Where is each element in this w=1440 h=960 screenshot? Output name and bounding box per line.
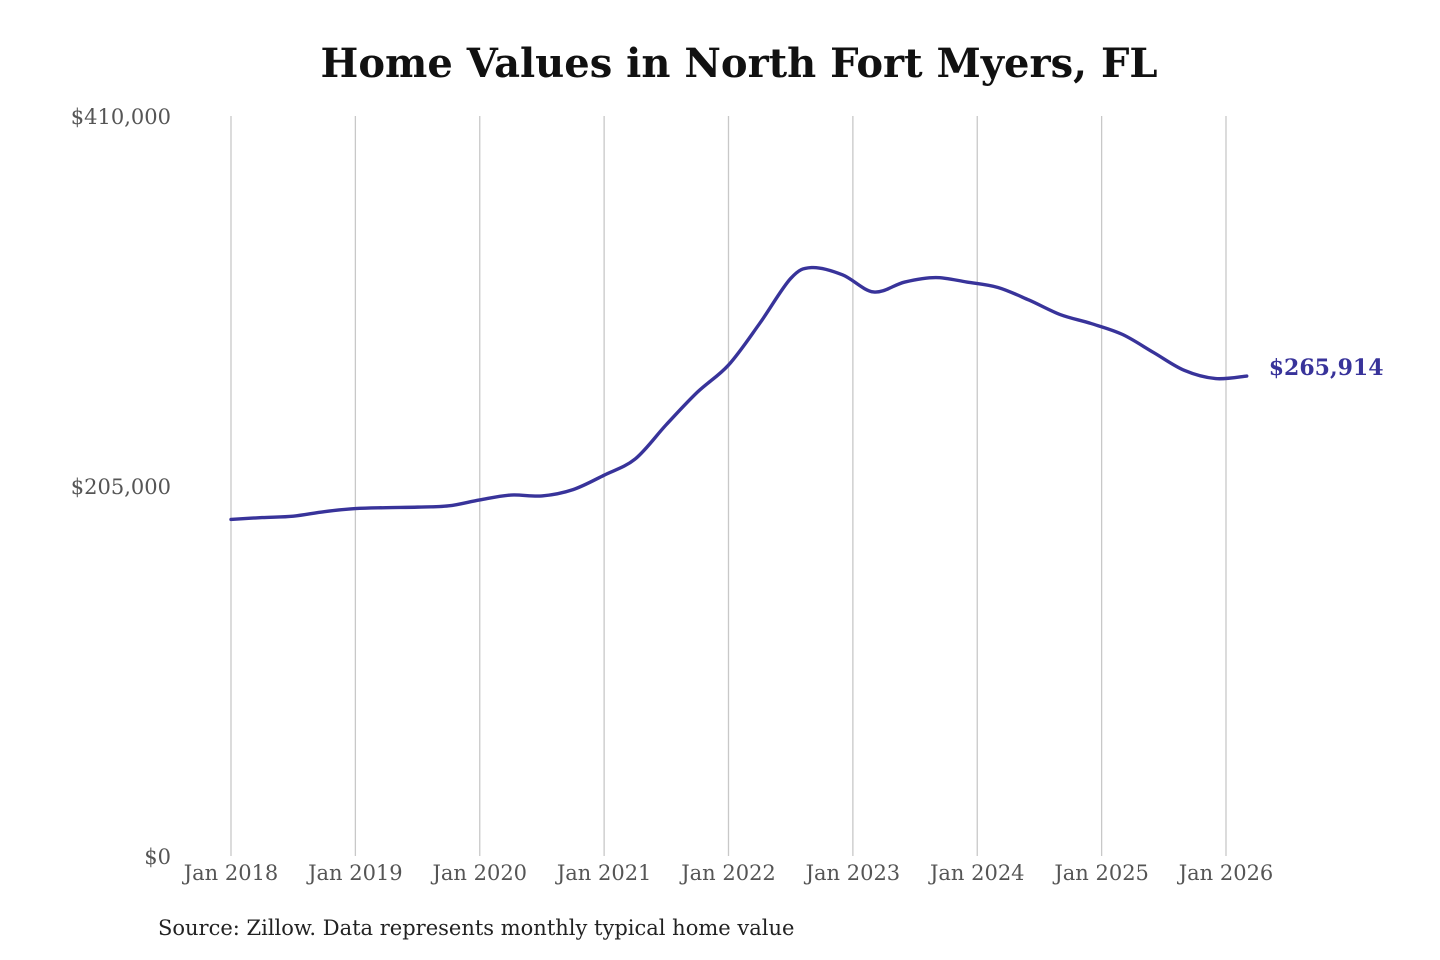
y-tick-label: $0 <box>144 845 171 869</box>
chart-title: Home Values in North Fort Myers, FL <box>320 40 1158 87</box>
y-tick-label: $410,000 <box>71 105 171 129</box>
x-tick-label: Jan 2023 <box>804 861 901 885</box>
x-tick-label: Jan 2020 <box>430 861 527 885</box>
x-axis-labels: Jan 2018 Jan 2019 Jan 2020 Jan 2021 Jan 2022… <box>182 861 1274 885</box>
source-note: Source: Zillow. Data represents monthly … <box>158 916 795 940</box>
x-tick-label: Jan 2019 <box>306 861 403 885</box>
annotations: $265,914 <box>1269 355 1384 381</box>
x-tick-label: Jan 2021 <box>555 861 652 885</box>
grid-lines <box>230 116 1227 856</box>
x-tick-label: Jan 2024 <box>928 861 1025 885</box>
x-tick-label: Jan 2018 <box>182 861 279 885</box>
series-layer <box>229 265 1249 522</box>
y-axis-labels: $0 $205,000 $410,000 <box>71 105 171 869</box>
series-line-0 <box>229 265 1249 522</box>
y-tick-label: $205,000 <box>71 475 171 499</box>
x-tick-label: Jan 2022 <box>679 861 776 885</box>
x-tick-label: Jan 2025 <box>1052 861 1149 885</box>
end-value-label: $265,914 <box>1269 355 1384 381</box>
x-tick-label: Jan 2026 <box>1177 861 1274 885</box>
